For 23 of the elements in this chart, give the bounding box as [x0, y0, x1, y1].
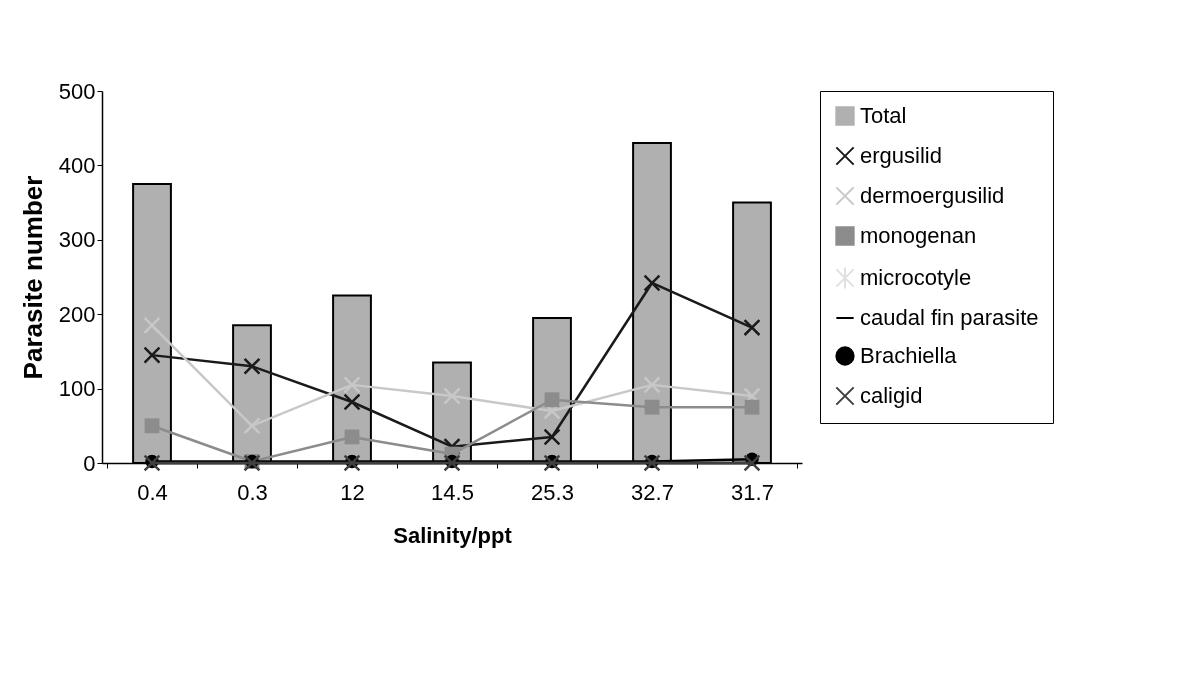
y-tick-label: 400: [58, 152, 96, 178]
x-tick-label: 0.3: [237, 479, 268, 505]
x-tick-label: 25.3: [531, 479, 574, 505]
y-tick-label: 200: [58, 301, 96, 327]
x-tick-label: 0.4: [137, 479, 168, 505]
y-tick-label: 0: [83, 450, 96, 476]
y-axis-title: Parasite number: [17, 175, 48, 380]
legend-label: caligid: [860, 383, 923, 408]
x-axis-title: Salinity/ppt: [393, 522, 513, 548]
x-tick-label: 14.5: [431, 479, 474, 505]
legend-label: Total: [860, 103, 907, 128]
legend-label: monogenan: [860, 223, 977, 248]
legend-label: Brachiella: [860, 343, 958, 368]
y-tick-label: 500: [58, 78, 96, 104]
y-tick-label: 300: [58, 227, 96, 253]
y-tick-label: 100: [58, 376, 96, 402]
legend-label: caudal fin parasite: [860, 305, 1039, 330]
legend-label: dermoergusilid: [860, 183, 1005, 208]
x-tick-label: 31.7: [731, 479, 774, 505]
x-tick-label: 32.7: [631, 479, 674, 505]
legend-label: microcotyle: [860, 265, 972, 290]
legend-label: ergusilid: [860, 143, 942, 168]
x-tick-label: 12: [340, 479, 365, 505]
